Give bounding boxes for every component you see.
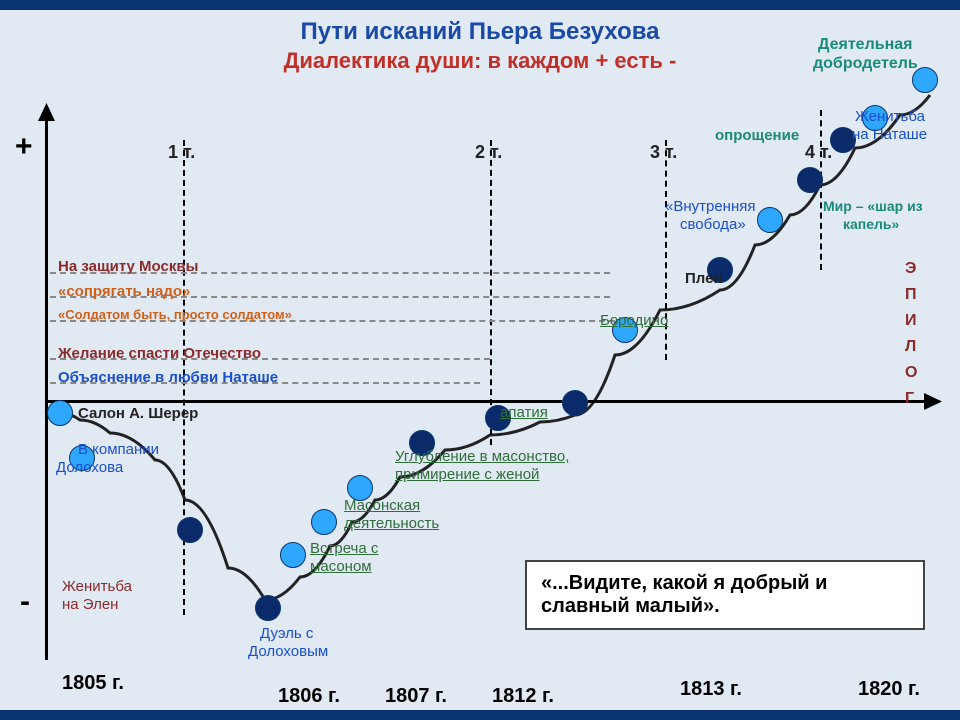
xaxis-label: 1807 г. (385, 685, 447, 708)
node-label: Плен (685, 270, 723, 287)
data-point (562, 390, 588, 416)
node-label: Деятельная (818, 36, 912, 54)
volume-label: 4 т. (805, 142, 832, 163)
data-point (797, 167, 823, 193)
epilog-char: Л (905, 338, 916, 356)
epilog-char: И (905, 312, 917, 330)
epilog-char: Э (905, 260, 916, 278)
data-point (311, 509, 337, 535)
epilog-char: О (905, 364, 917, 382)
epilog-char: Г (905, 390, 914, 408)
node-label: примирение с женой (395, 466, 539, 483)
node-label: Встреча с (310, 540, 378, 557)
top-bar (0, 0, 960, 10)
xaxis-label: 1813 г. (680, 678, 742, 701)
node-label: капель» (843, 216, 899, 232)
data-point (255, 595, 281, 621)
node-label: на Наташе (852, 126, 927, 143)
title-line-1: Пути исканий Пьера Безухова (0, 18, 960, 46)
data-point (47, 400, 73, 426)
guide-label: «Солдатом быть, просто солдатом» (58, 307, 292, 322)
volume-line (820, 110, 822, 270)
node-label: Долоховым (248, 643, 328, 660)
minus-sign: - (20, 585, 30, 619)
volume-label: 2 т. (475, 142, 502, 163)
node-label: деятельность (344, 515, 439, 532)
quote-text: «...Видите, какой я добрый и славный мал… (541, 572, 827, 617)
chart-stage: Пути исканий Пьера Безухова Диалектика д… (0, 0, 960, 720)
data-point (280, 542, 306, 568)
guide-label: Желание спасти Отечество (58, 345, 261, 362)
volume-label: 1 т. (168, 142, 195, 163)
node-label: добродетель (813, 55, 918, 73)
data-point (177, 517, 203, 543)
xaxis-label: 1820 г. (858, 678, 920, 701)
xaxis-label: 1812 г. (492, 685, 554, 708)
node-label: на Элен (62, 596, 118, 613)
volume-label: 3 т. (650, 142, 677, 163)
plus-sign: + (15, 130, 33, 164)
node-label: масоном (310, 558, 372, 575)
quote-box: «...Видите, какой я добрый и славный мал… (525, 560, 925, 630)
xaxis-label: 1806 г. (278, 685, 340, 708)
guide-label: «сопрягать надо» (58, 283, 190, 300)
node-label: Мир – «шар из (823, 198, 923, 214)
node-label: «Внутренняя (665, 198, 756, 215)
node-label: Женитьба (855, 108, 925, 125)
node-label: апатия (500, 404, 548, 421)
node-label: Масонская (344, 497, 420, 514)
data-point (757, 207, 783, 233)
guide-label: Объяснение в любви Наташе (58, 369, 278, 386)
guide-label: На защиту Москвы (58, 258, 198, 275)
y-axis (45, 115, 48, 660)
volume-line (490, 140, 492, 445)
node-label: Салон А. Шерер (78, 405, 198, 422)
node-label: свобода» (680, 216, 746, 233)
node-label: опрощение (715, 127, 799, 144)
node-label: В компании (78, 441, 159, 458)
node-label: Дуэль с (260, 625, 313, 642)
node-label: Долохова (56, 459, 123, 476)
node-label: Углубление в масонство, (395, 448, 569, 465)
node-label: Женитьба (62, 578, 132, 595)
xaxis-label: 1805 г. (62, 672, 124, 695)
epilog-char: П (905, 286, 917, 304)
node-label: Бородино (600, 312, 668, 329)
bottom-bar (0, 710, 960, 720)
x-axis (45, 400, 930, 403)
